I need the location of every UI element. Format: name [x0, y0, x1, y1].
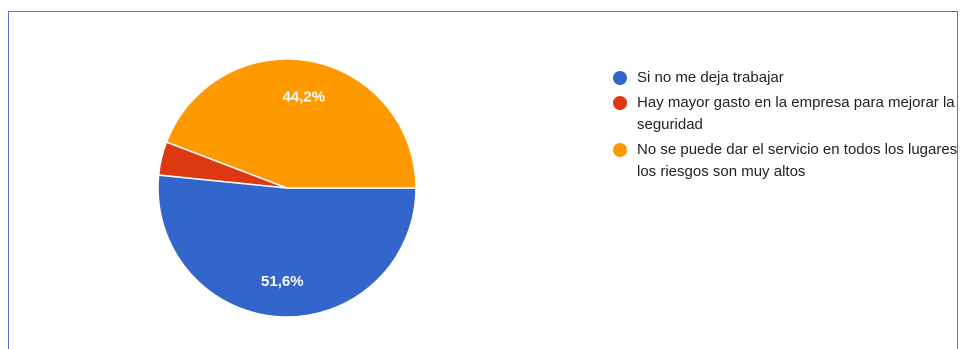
legend: Si no me deja trabajar Hay mayor gasto e… — [611, 67, 961, 186]
legend-dot-orange — [613, 143, 627, 157]
pie-data-label-0: 51,6% — [261, 273, 304, 290]
legend-item-si-no-me-deja-trabajar[interactable]: Si no me deja trabajar — [611, 67, 961, 89]
legend-dot-blue — [613, 71, 627, 85]
pie-slice-0[interactable] — [157, 174, 417, 318]
chart-frame: 51,6% 44,2% Si no me deja trabajar Hay ma… — [8, 11, 958, 349]
pie-data-label-2: 44,2% — [283, 89, 326, 106]
legend-item-mayor-gasto[interactable]: Hay mayor gasto en la empresa para mejor… — [611, 92, 961, 136]
pie-chart: 51,6% 44,2% — [157, 58, 417, 318]
legend-label: No se puede dar el servicio en todos los… — [637, 141, 958, 180]
legend-item-no-se-puede-dar-servicio[interactable]: No se puede dar el servicio en todos los… — [611, 139, 961, 183]
legend-label: Si no me deja trabajar — [637, 69, 784, 86]
pie-slice-2[interactable] — [165, 58, 417, 189]
legend-label: Hay mayor gasto en la empresa para mejor… — [637, 94, 955, 133]
legend-dot-red — [613, 96, 627, 110]
